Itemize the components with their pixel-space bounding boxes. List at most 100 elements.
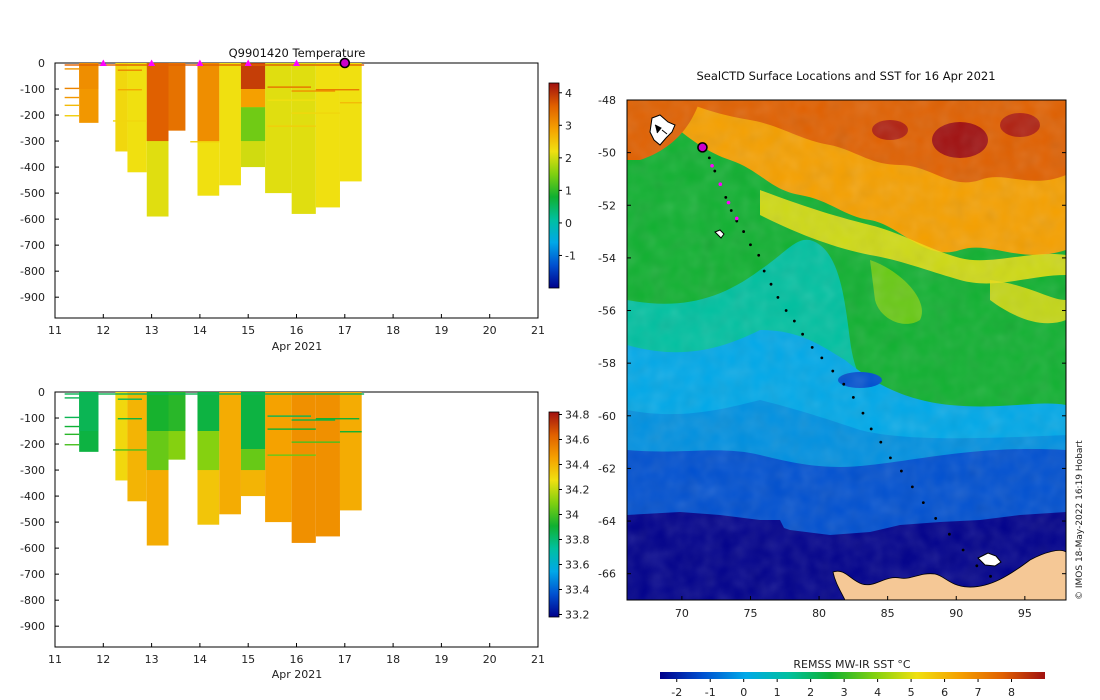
y-tick-label: 0 — [38, 386, 45, 399]
x-tick-label: 19 — [434, 324, 448, 337]
salinity-profile-line — [117, 418, 142, 420]
temperature-surface-marker — [148, 59, 156, 66]
track-point — [724, 195, 728, 199]
y-tick-label: -800 — [20, 265, 45, 278]
colorbar-tick-label: 5 — [908, 686, 915, 699]
colorbar-tick-label: 3 — [565, 119, 572, 132]
temperature-upper-layer — [240, 107, 266, 142]
temperature-profile-line — [267, 86, 311, 88]
x-tick-label: 11 — [48, 324, 62, 337]
sst-colorbar: REMSS MW-IR SST °C -2 -1 0 1 2 3 4 5 6 7 8 — [660, 658, 1045, 699]
x-tick-label: 15 — [241, 324, 255, 337]
colorbar-tick-label: -1 — [565, 249, 576, 262]
temperature-surface-marker — [244, 59, 252, 66]
lat-tick-label: -52 — [598, 199, 616, 212]
track-point — [921, 501, 925, 505]
track-point — [934, 517, 938, 520]
lat-tick-label: -56 — [598, 305, 616, 318]
salinity-profile-line — [64, 393, 365, 395]
track-point — [831, 369, 835, 373]
x-tick-label: 17 — [338, 653, 352, 666]
y-tick-label: -600 — [20, 213, 45, 226]
track-point — [899, 469, 903, 473]
track-point — [757, 253, 761, 257]
temperature-section-panel: Q9901420 Temperature 11 12 13 14 15 16 17 18 19 2… — [20, 46, 576, 353]
temperature-profile-line — [64, 115, 80, 117]
colorbar-tick-label: 34.4 — [565, 459, 590, 472]
colorbar-tick-label: 33.6 — [565, 559, 590, 572]
x-tick-label: 14 — [193, 324, 207, 337]
track-point — [801, 332, 804, 336]
y-tick-label: -100 — [20, 83, 45, 96]
sst-colorbar-scale — [660, 672, 1045, 679]
temperature-current-position-marker — [339, 57, 351, 69]
colorbar-tick-label: 1 — [774, 686, 781, 699]
current-position-marker — [697, 142, 708, 153]
x-tick-label: 20 — [483, 653, 497, 666]
x-tick-label: 19 — [434, 653, 448, 666]
track-point — [820, 356, 824, 360]
salinity-x-axis-label: Apr 2021 — [272, 668, 323, 681]
salinity-upper-layer — [146, 431, 169, 471]
salinity-upper-layer — [168, 392, 186, 432]
track-point — [851, 395, 855, 399]
lat-tick-label: -50 — [598, 147, 616, 160]
salinity-profile-column — [115, 392, 128, 481]
temperature-profile-line — [339, 102, 362, 104]
temperature-profile-line — [64, 87, 80, 90]
salinity-profile-line — [315, 418, 360, 420]
colorbar-tick-label: 8 — [1008, 686, 1015, 699]
y-tick-label: 0 — [38, 57, 45, 70]
salinity-profile-line — [64, 416, 80, 419]
lat-tick-label: -62 — [598, 462, 616, 475]
salinity-profile-line — [339, 431, 362, 433]
track-point — [861, 411, 865, 415]
colorbar-tick-label: 4 — [874, 686, 881, 699]
track-point — [989, 574, 992, 578]
temperature-profile-column — [115, 63, 128, 152]
x-tick-label: 12 — [96, 324, 110, 337]
track-point — [729, 209, 733, 212]
track-point — [769, 282, 773, 286]
x-tick-label: 18 — [386, 324, 400, 337]
lon-tick-label: 90 — [949, 607, 963, 620]
track-point — [947, 532, 951, 536]
y-tick-label: -300 — [20, 135, 45, 148]
salinity-upper-layer — [197, 431, 220, 471]
salinity-profile-line — [64, 433, 80, 436]
temperature-colorbar-scale — [548, 82, 560, 289]
sst-map-panel: SealCTD Surface Locations and SST for 16… — [598, 69, 1085, 699]
temperature-profile-line — [64, 68, 80, 70]
temperature-x-axis-label: Apr 2021 — [272, 340, 323, 353]
track-point — [910, 485, 914, 489]
x-tick-label: 21 — [531, 324, 545, 337]
lat-tick-label: -60 — [598, 410, 616, 423]
y-tick-label: -600 — [20, 542, 45, 555]
salinity-profile-line — [112, 449, 147, 451]
salinity-upper-layer — [79, 392, 99, 432]
recent-track-point — [710, 163, 714, 168]
salinity-profile-line — [291, 419, 336, 421]
temperature-profile-column — [127, 63, 147, 173]
salinity-colorbar: 34.8 34.6 34.4 34.2 34 33.8 33.6 33.4 33.2 — [548, 409, 590, 622]
temperature-colorbar: 4 3 2 1 0 -1 — [548, 82, 576, 289]
track-point — [742, 230, 746, 233]
colorbar-tick-label: 4 — [565, 87, 572, 100]
x-tick-label: 13 — [145, 653, 159, 666]
y-tick-label: -300 — [20, 464, 45, 477]
salinity-upper-layer — [240, 392, 266, 450]
lon-tick-label: 95 — [1018, 607, 1032, 620]
x-tick-label: 21 — [531, 653, 545, 666]
track-point — [707, 156, 711, 160]
salinity-profile-line — [291, 441, 340, 443]
map-title: SealCTD Surface Locations and SST for 16… — [696, 69, 995, 83]
salinity-upper-layer — [240, 449, 266, 471]
colorbar-tick-label: 1 — [565, 184, 572, 197]
salinity-profile-line — [267, 454, 316, 456]
track-point — [784, 309, 788, 312]
temperature-upper-layer — [146, 63, 169, 142]
track-point — [776, 295, 780, 299]
salinity-colorbar-scale — [548, 411, 560, 618]
temperature-profile-line — [315, 89, 360, 91]
